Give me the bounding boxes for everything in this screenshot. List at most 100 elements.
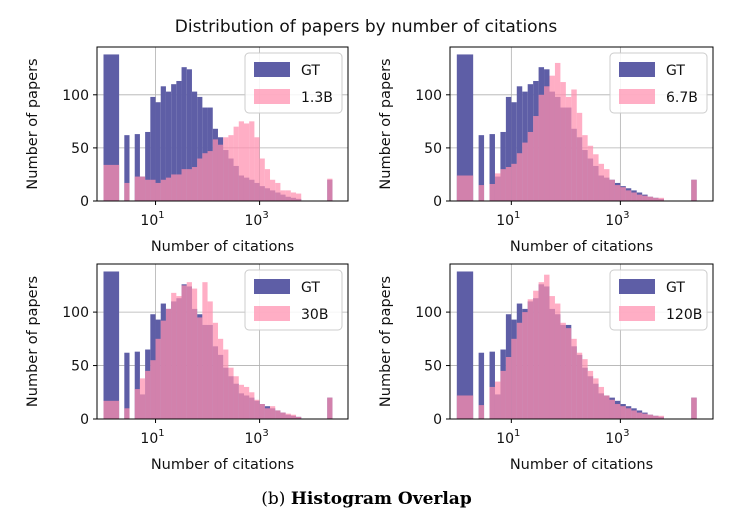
x-tick-label: 103 — [605, 210, 629, 229]
bar-gt — [489, 351, 495, 419]
bar-gt — [171, 84, 177, 201]
figure-suptitle: Distribution of papers by number of cita… — [175, 17, 558, 37]
subplot-3: 0 50 100 101 103 Number of citations Number of… — [25, 263, 349, 473]
bar-model — [249, 392, 255, 419]
bar-model — [691, 179, 697, 201]
bar-model — [259, 404, 265, 419]
bar-model — [527, 131, 534, 201]
bar-model — [631, 410, 637, 419]
bar-model — [233, 126, 239, 201]
bar-model — [587, 370, 594, 419]
bar-model — [636, 194, 643, 201]
bar-model — [259, 158, 265, 201]
bar-gt — [500, 131, 506, 201]
bar-gt — [191, 91, 198, 201]
bar-model — [489, 386, 495, 419]
bar-model — [212, 322, 218, 419]
plot-frame — [449, 263, 714, 420]
y-tick-label: 0 — [433, 412, 442, 428]
bar-gt — [155, 102, 161, 201]
bar-model — [587, 145, 594, 201]
x-tick-label: 101 — [140, 210, 164, 229]
bar-model — [582, 135, 588, 201]
bar-model — [647, 196, 654, 201]
bar-model — [165, 308, 172, 419]
bar-model — [631, 192, 637, 201]
legend-label-model: 30B — [301, 307, 328, 323]
bar-model — [538, 94, 545, 201]
legend: GT 120B — [609, 269, 708, 331]
bar-model — [604, 169, 610, 201]
bar-model — [642, 195, 648, 201]
bar-model — [598, 386, 605, 419]
bar-model — [296, 193, 302, 201]
bar-model — [636, 412, 643, 419]
bar-model — [565, 96, 572, 201]
bar-model — [145, 370, 151, 419]
bar-model — [609, 179, 615, 201]
bar-model — [511, 163, 517, 201]
bar-model — [191, 167, 198, 201]
bar-model — [171, 174, 177, 201]
legend-swatch-gt — [619, 62, 655, 77]
legend-label-model: 6.7B — [666, 90, 698, 106]
bar-model — [516, 153, 523, 201]
plot-frame — [449, 46, 714, 202]
y-axis-label: Number of papers — [25, 276, 41, 407]
bar-model — [124, 182, 130, 201]
bar-model — [228, 135, 234, 201]
bar-model — [181, 285, 187, 419]
bar-model — [456, 175, 474, 201]
bar-gt — [103, 271, 120, 419]
bar-model — [653, 415, 659, 419]
bar-model — [549, 75, 555, 201]
bar-model — [238, 384, 244, 419]
bar-model — [620, 406, 626, 419]
y-tick-label: 100 — [62, 305, 89, 321]
caption-text: Histogram Overlap — [290, 489, 472, 509]
bar-model — [527, 299, 534, 419]
figure-canvas: Distribution of papers by number of cita… — [25, 17, 714, 473]
bar-model — [522, 312, 528, 419]
bar-model — [228, 367, 234, 419]
x-tick-label: 101 — [496, 428, 520, 447]
series-model — [456, 274, 697, 419]
bar-model — [186, 169, 192, 201]
x-tick-label: 103 — [605, 428, 629, 447]
bar-gt — [181, 67, 187, 201]
y-tick-label: 50 — [424, 359, 442, 375]
bar-model — [124, 408, 130, 419]
subplot-grid: 0 50 100 101 103 Number of citations Number of… — [25, 46, 714, 473]
bar-model — [139, 378, 146, 419]
legend-label-model: 1.3B — [301, 90, 333, 106]
bar-model — [456, 395, 474, 419]
bar-model — [171, 292, 177, 419]
bar-gt — [478, 352, 485, 419]
bar-gt — [505, 96, 512, 201]
bar-model — [233, 376, 239, 419]
bar-model — [264, 169, 271, 201]
x-axis-label: Number of citations — [151, 457, 294, 473]
x-axis-label: Number of citations — [151, 239, 294, 255]
legend-label-gt: GT — [301, 280, 320, 296]
bar-model — [155, 182, 161, 201]
bar-model — [653, 197, 659, 201]
bar-model — [494, 381, 501, 419]
series-model — [103, 121, 333, 201]
bar-model — [554, 303, 561, 419]
bar-model — [217, 144, 224, 201]
bar-gt — [456, 271, 474, 419]
bar-gt — [456, 54, 474, 202]
x-axis-label: Number of citations — [510, 457, 653, 473]
bar-model — [254, 399, 260, 419]
y-axis-label: Number of papers — [378, 276, 394, 407]
bar-model — [609, 399, 615, 419]
bar-model — [134, 389, 140, 419]
bar-model — [139, 176, 146, 201]
bar-model — [505, 167, 512, 201]
plot-frame — [96, 46, 349, 202]
legend-label-gt: GT — [666, 63, 685, 79]
legend-swatch-model — [619, 306, 655, 321]
bar-model — [554, 62, 561, 202]
y-axis-label: Number of papers — [25, 58, 41, 189]
